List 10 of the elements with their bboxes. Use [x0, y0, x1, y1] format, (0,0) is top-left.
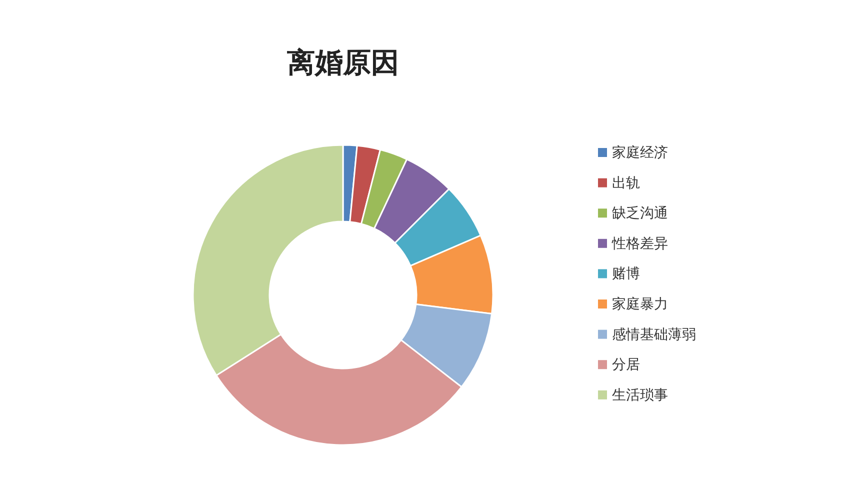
legend-label: 赌博 — [612, 265, 640, 282]
legend-label: 感情基础薄弱 — [612, 326, 696, 342]
legend-label: 出轨 — [612, 174, 640, 190]
legend-label: 家庭暴力 — [612, 296, 668, 312]
chart-title: 离婚原因 — [286, 47, 399, 78]
legend-label: 分居 — [612, 356, 640, 372]
legend-label: 性格差异 — [611, 234, 668, 251]
legend-label: 生活琐事 — [612, 386, 668, 402]
legend-label: 家庭经济 — [612, 144, 668, 160]
legend-label: 缺乏沟通 — [612, 204, 668, 221]
